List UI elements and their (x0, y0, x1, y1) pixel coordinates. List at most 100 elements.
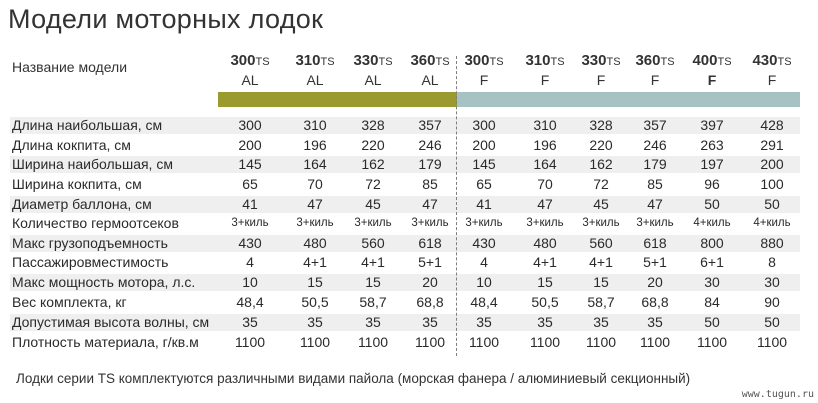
model-number: 400 (692, 52, 718, 69)
model-series: AL (306, 72, 324, 88)
table-cell: 1100 (529, 334, 561, 350)
table-row: Длина наибольшая, см 300 310 328 357 300 310 32… (10, 117, 800, 134)
table-cell: 310 (533, 117, 557, 133)
model-series: F (596, 72, 606, 88)
table-row: Допустимая высота волны, см 35 35 35 35 35 35 3… (10, 314, 800, 331)
row-label: Макс грузоподъемность (12, 235, 168, 251)
table-cell: 85 (422, 176, 438, 192)
table-cell: 85 (647, 176, 663, 192)
table-cell: 3+киль (354, 217, 392, 229)
watermark: www.tugun.ru (741, 389, 814, 400)
table-cell: 58,7 (359, 294, 387, 310)
row-label: Длина кокпита, см (12, 137, 131, 153)
table-cell: 68,8 (641, 294, 669, 310)
table-cell: 246 (643, 137, 667, 153)
table-cell: 47 (307, 196, 323, 212)
table-row: Ширина кокпита, см 65 70 72 85 65 70 72 85 96 100 (10, 176, 800, 193)
model-header: 430TS F (744, 52, 800, 89)
table-row: Макс грузоподъемность 430 480 560 618 430 480 5… (10, 235, 800, 252)
table-cell: 164 (303, 156, 327, 172)
table-cell: 618 (418, 235, 442, 251)
row-label: Ширина наибольшая, см (12, 156, 173, 172)
model-header: 330TS AL (345, 52, 401, 89)
model-suffix: TS (717, 56, 732, 68)
table-cell: 4+1 (303, 254, 327, 270)
table-cell: 1100 (585, 334, 617, 350)
table-cell: 3+киль (296, 217, 334, 229)
table-cell: 100 (760, 176, 784, 192)
table-cell: 4 (480, 254, 488, 270)
table-cell: 1100 (414, 334, 446, 350)
table-cell: 300 (472, 117, 496, 133)
model-header: 300TS AL (222, 52, 278, 89)
table-cell: 200 (760, 156, 784, 172)
model-number: 360 (410, 52, 436, 69)
table-cell: 357 (418, 117, 442, 133)
table-cell: 72 (593, 176, 609, 192)
model-suffix: TS (435, 56, 450, 68)
table-cell: 560 (361, 235, 385, 251)
table-row: Плотность материала, г/кв.м 1100 1100 1100 1… (10, 334, 800, 351)
table-cell: 15 (365, 274, 381, 290)
table-cell: 328 (589, 117, 613, 133)
table-cell: 35 (593, 314, 609, 330)
model-number: 330 (581, 52, 607, 69)
table-row: Макс мощность мотора, л.с. 10 15 15 20 10 15 15… (10, 274, 800, 291)
table-cell: 45 (593, 196, 609, 212)
table-cell: 45 (365, 196, 381, 212)
table-cell: 50 (764, 314, 780, 330)
model-header: 310TS AL (287, 52, 343, 89)
table-cell: 560 (589, 235, 613, 251)
table-cell: 84 (704, 294, 720, 310)
table-cell: 50,5 (301, 294, 329, 310)
row-label: Количество гермоотсеков (12, 215, 179, 231)
table-cell: 15 (537, 274, 553, 290)
table-cell: 179 (643, 156, 667, 172)
table-row: Длина кокпита, см 200 196 220 246 200 196 220 24… (10, 137, 800, 154)
table-cell: 357 (643, 117, 667, 133)
table-cell: 30 (704, 274, 720, 290)
table-cell: 310 (303, 117, 327, 133)
table-cell: 90 (764, 294, 780, 310)
row-label: Макс мощность мотора, л.с. (12, 274, 196, 290)
model-series: F (479, 72, 489, 88)
table-cell: 480 (303, 235, 327, 251)
table-cell: 4+киль (753, 217, 791, 229)
table-cell: 65 (242, 176, 258, 192)
table-cell: 50 (704, 196, 720, 212)
table-cell: 68,8 (416, 294, 444, 310)
table-cell: 8 (768, 254, 776, 270)
table-cell: 20 (647, 274, 663, 290)
model-suffix: TS (489, 56, 504, 68)
model-header: 360TS F (627, 52, 683, 89)
table-row: Диаметр баллона, см 41 47 45 47 41 47 45 47 50 50 (10, 196, 800, 213)
table-cell: 48,4 (470, 294, 498, 310)
table-cell: 430 (472, 235, 496, 251)
table-cell: 35 (422, 314, 438, 330)
table-cell: 4+1 (589, 254, 613, 270)
row-label: Диаметр баллона, см (12, 196, 152, 212)
table-row: Количество гермоотсеков 3+киль 3+киль 3+кил… (10, 215, 800, 232)
model-suffix: TS (320, 56, 335, 68)
table-cell: 70 (307, 176, 323, 192)
model-suffix: TS (660, 56, 675, 68)
table-cell: 65 (476, 176, 492, 192)
table-cell: 220 (361, 137, 385, 153)
table-cell: 480 (533, 235, 557, 251)
model-header: 300TS F (456, 52, 512, 89)
table-cell: 72 (365, 176, 381, 192)
table-cell: 1100 (696, 334, 728, 350)
table-cell: 35 (365, 314, 381, 330)
table-cell: 47 (422, 196, 438, 212)
model-number: 330 (353, 52, 379, 69)
table-cell: 47 (537, 196, 553, 212)
model-number: 430 (752, 52, 778, 69)
table-cell: 196 (533, 137, 557, 153)
table-cell: 1100 (299, 334, 331, 350)
model-number: 360 (635, 52, 661, 69)
model-series: F (540, 72, 550, 88)
table-cell: 5+1 (643, 254, 667, 270)
table-cell: 800 (700, 235, 724, 251)
footer-note: Лодки серии TS комплектуются различными … (16, 371, 691, 386)
series-divider (456, 56, 457, 356)
